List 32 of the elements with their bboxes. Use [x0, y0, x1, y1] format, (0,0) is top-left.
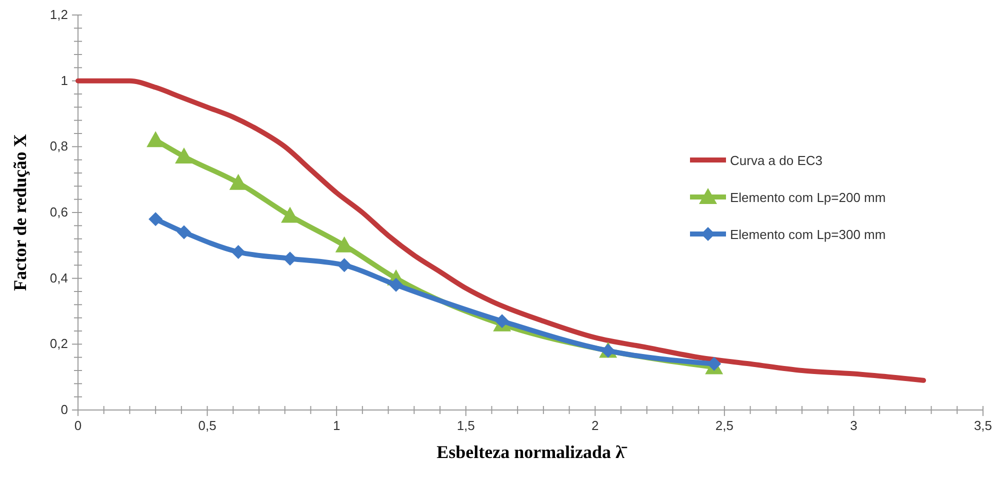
- point: [337, 258, 352, 272]
- x-tick-label: 0,5: [198, 418, 216, 433]
- y-tick-label: 1,2: [50, 7, 68, 22]
- point: [281, 206, 300, 223]
- x-tick-label: 1,5: [456, 418, 475, 433]
- point: [707, 356, 722, 371]
- y-tick-label: 0,4: [50, 270, 68, 286]
- point: [495, 314, 510, 328]
- y-tick-label: 0,2: [50, 336, 68, 352]
- point: [146, 131, 165, 148]
- legend-label: Curva a do EC3: [730, 153, 822, 168]
- legend-label: Elemento com Lp=200 mm: [730, 190, 886, 205]
- x-tick-label: 3,5: [974, 418, 992, 433]
- x-tick-label: 0: [74, 418, 82, 433]
- x-tick-label: 2,5: [715, 418, 734, 433]
- y-tick-label: 0: [60, 402, 68, 417]
- point: [389, 278, 404, 292]
- point: [283, 252, 298, 266]
- point: [148, 212, 163, 226]
- y-tick-label: 0,6: [50, 204, 68, 220]
- point: [177, 225, 192, 240]
- x-tick-label: 3: [850, 418, 858, 433]
- x-axis-title: Esbelteza normalizada λ̄: [436, 442, 628, 462]
- y-tick-label: 0,8: [50, 138, 68, 154]
- point: [175, 148, 194, 164]
- x-tick-label: 1: [332, 418, 340, 433]
- y-tick-label: 1: [60, 72, 68, 88]
- point: [229, 174, 248, 190]
- y-axis-title: Factor de redução X: [10, 134, 30, 291]
- x-tick-label: 2: [592, 418, 599, 433]
- legend-label: Elemento com Lp=300 mm: [730, 227, 886, 242]
- point: [231, 245, 246, 259]
